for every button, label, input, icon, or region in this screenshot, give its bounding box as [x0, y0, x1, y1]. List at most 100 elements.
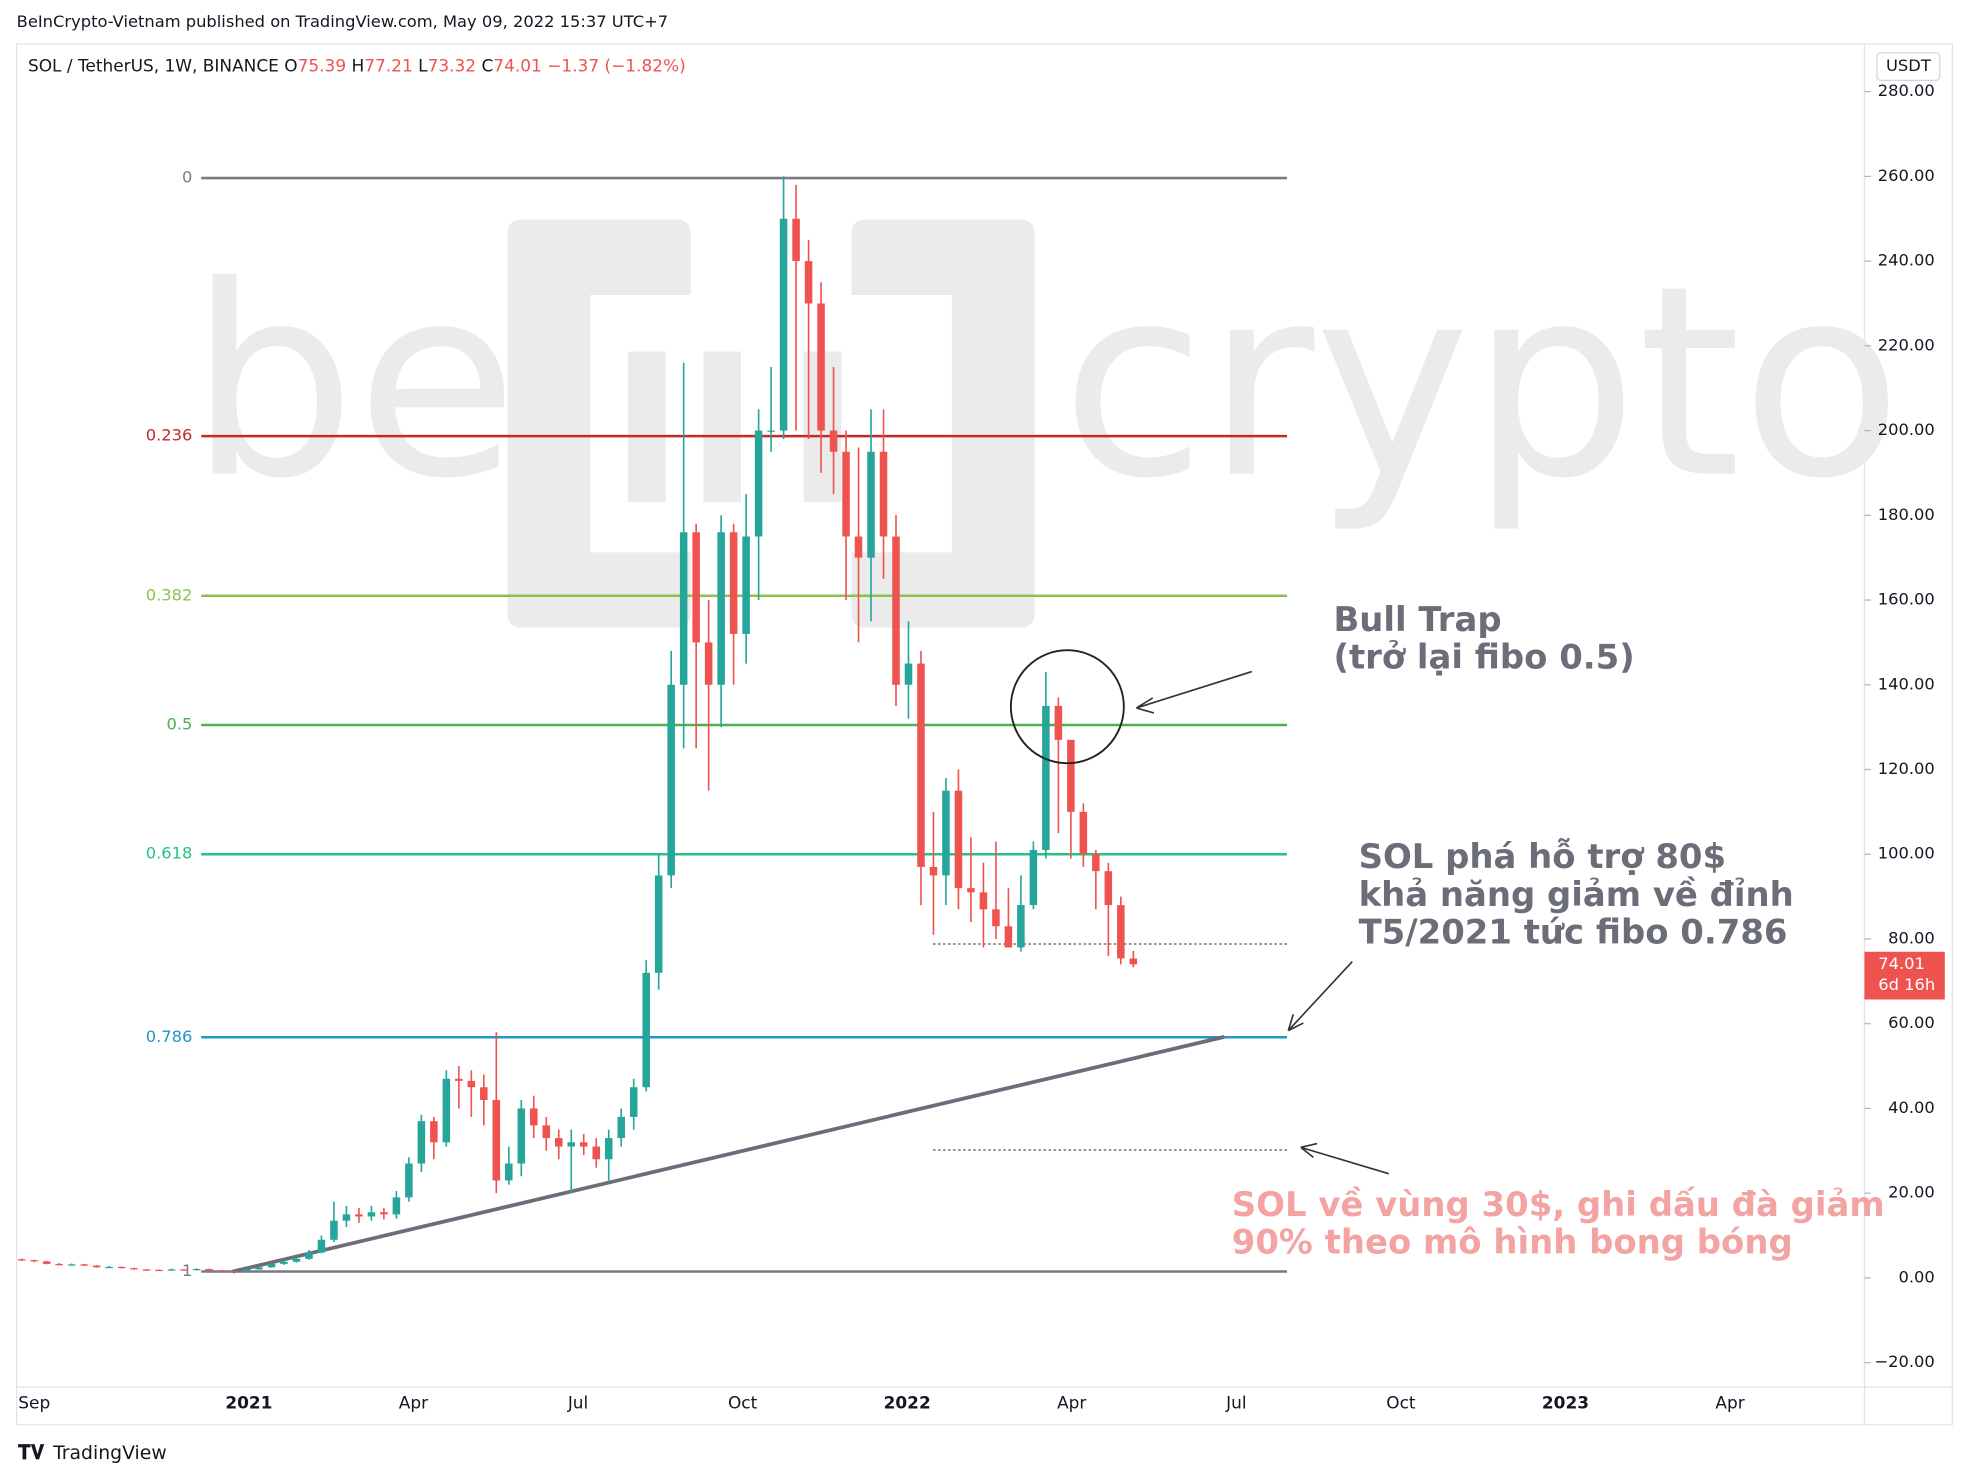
fib-label: 0.786	[146, 1027, 193, 1046]
candle-body	[467, 1080, 476, 1088]
candle-body	[892, 536, 900, 685]
candle-body	[792, 218, 800, 262]
candle-body	[405, 1163, 413, 1198]
candle-body	[167, 1269, 176, 1271]
candle-body	[30, 1260, 38, 1262]
annotation: khả năng giảm về đỉnh	[1359, 875, 1794, 914]
candle-body	[579, 1142, 588, 1147]
candle-body	[105, 1266, 113, 1269]
header-part: (−1.82%)	[604, 56, 685, 76]
y-tick-label: 260.00	[1878, 166, 1935, 185]
candle-body	[554, 1138, 563, 1147]
candle-body	[1092, 854, 1100, 872]
annotation: (trở lại fibo 0.5)	[1333, 638, 1634, 677]
y-tick-label: 160.00	[1878, 590, 1935, 609]
annotation: Bull Trap	[1333, 600, 1501, 639]
x-tick-label: Sep	[18, 1392, 50, 1412]
y-tick-label: 140.00	[1878, 674, 1935, 693]
y-tick-label: 80.00	[1888, 928, 1935, 947]
x-tick-label: 2022	[884, 1392, 931, 1412]
candle-body	[317, 1239, 326, 1253]
candle-body	[355, 1214, 363, 1217]
header-part: 73.32	[428, 56, 476, 76]
fib-label: 0.5	[166, 715, 192, 734]
candle-body	[505, 1163, 513, 1181]
candle-body	[92, 1265, 101, 1268]
frame	[16, 43, 1953, 1426]
candle-body	[330, 1220, 338, 1240]
candle-body	[779, 218, 788, 431]
y-tick-label: 60.00	[1888, 1013, 1935, 1032]
candle-body	[342, 1214, 351, 1221]
header-part: 77.21	[364, 56, 412, 76]
y-tick-label: 40.00	[1888, 1098, 1935, 1117]
x-tick-label: 2021	[225, 1392, 272, 1412]
candle-body	[1067, 739, 1075, 812]
header-part: H	[352, 56, 365, 76]
candle-body	[17, 1259, 26, 1261]
tv-logo: 𝐓𝐕	[18, 1440, 45, 1464]
candle-body	[492, 1099, 501, 1181]
candle-body	[442, 1078, 451, 1143]
candle-body	[155, 1269, 163, 1272]
x-tick-label: Jul	[1225, 1392, 1246, 1412]
price-text: 74.01	[1878, 954, 1925, 973]
candle-body	[717, 532, 725, 685]
published-line: BeInCrypto-Vietnam published on TradingV…	[17, 12, 668, 31]
candle-body	[942, 790, 950, 876]
candle-body	[1042, 705, 1050, 850]
candle-body	[967, 888, 975, 893]
x-tick-label: Apr	[1057, 1392, 1086, 1412]
y-tick-label: 20.00	[1888, 1183, 1935, 1202]
fib-label: 0.236	[146, 426, 193, 445]
candle-body	[979, 892, 988, 910]
y-tick-label: 220.00	[1878, 335, 1935, 354]
candle-body	[667, 684, 675, 876]
fib-label: 0.382	[146, 585, 193, 604]
candle-body	[904, 663, 913, 685]
candle-body	[929, 866, 938, 876]
candle-body	[1117, 905, 1125, 959]
header-part: 74.01	[493, 56, 542, 76]
candle-body	[729, 532, 738, 634]
header-part: C	[481, 56, 493, 76]
candle-body	[192, 1268, 201, 1271]
candle-body	[542, 1125, 551, 1139]
candle-body	[67, 1264, 76, 1266]
candle-body	[392, 1197, 401, 1215]
candle-body	[530, 1108, 538, 1126]
candle-body	[292, 1258, 301, 1262]
candle-body	[867, 451, 875, 558]
candle-body	[242, 1269, 251, 1272]
candle-body	[142, 1269, 151, 1271]
candle-body	[367, 1212, 376, 1217]
candle-body	[305, 1252, 313, 1259]
brand: TradingView	[52, 1443, 167, 1464]
candle-body	[130, 1268, 138, 1270]
candle-body	[267, 1263, 276, 1268]
watermark-text: be	[189, 230, 519, 537]
header-part: O	[284, 56, 297, 76]
fib-label: 0.618	[146, 844, 193, 863]
candle-body	[417, 1121, 426, 1164]
last-price-label: 74.01 6d 16h	[1864, 951, 1945, 1000]
annotations: Bull Trap(trở lại fibo 0.5) SOL phá hỗ tr…	[1232, 600, 1885, 1262]
y-tick-label: 120.00	[1878, 759, 1935, 778]
candle-body	[255, 1267, 263, 1270]
candle-body	[742, 536, 750, 634]
candle-body	[205, 1268, 213, 1271]
candle-body	[280, 1261, 288, 1264]
candle-body	[679, 532, 688, 685]
logo-i	[627, 351, 666, 503]
candle-body	[567, 1142, 576, 1147]
y-tick-label: 240.00	[1878, 251, 1935, 270]
candle-body	[230, 1271, 238, 1273]
candle-body	[455, 1078, 463, 1081]
candle-body	[180, 1269, 188, 1271]
x-tick-label: Apr	[1715, 1392, 1744, 1412]
candle-body	[480, 1087, 488, 1100]
candle-body	[704, 642, 713, 685]
candle-body	[1017, 905, 1025, 948]
